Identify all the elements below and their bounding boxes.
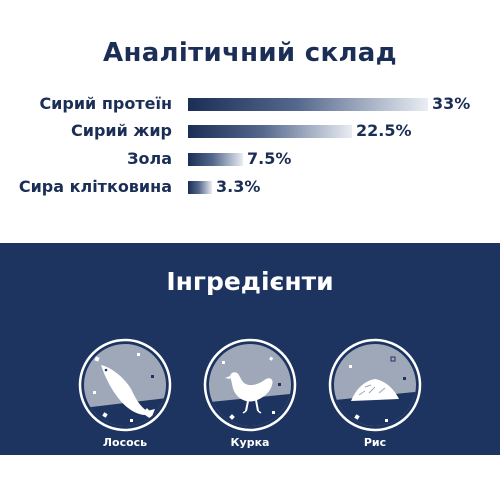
salmon-icon [78,338,172,432]
bar-fill [188,181,212,194]
rice-icon [328,338,422,432]
row-label: Зола [127,149,172,168]
analysis-title: Аналітичний склад [103,38,397,68]
footer-strip [0,455,500,500]
ingredient-label: Лосось [102,436,148,449]
chicken-icon [203,338,297,432]
bar-track [188,153,428,166]
row-value: 33% [432,94,471,113]
bar-track [188,181,428,194]
ingredient-label: Курка [230,436,270,449]
row-label: Сирий протеїн [39,94,172,113]
row-value: 3.3% [216,177,261,196]
bar-track [188,125,428,138]
ingredient-label: Рис [363,436,387,449]
bar-fill [188,153,243,166]
ingredient-rice: Рис [325,335,425,449]
composition-row-protein: Сирий протеїн 33% [0,92,500,116]
row-value: 7.5% [247,149,292,168]
ingredient-salmon: Лосось [75,335,175,449]
row-label: Сира клітковина [18,177,172,196]
composition-row-fiber: Сира клітковина 3.3% [0,175,500,199]
composition-row-fat: Сирий жир 22.5% [0,119,500,143]
ingredients-title: Інгредієнти [166,267,334,296]
row-label: Сирий жир [71,121,172,140]
row-value: 22.5% [356,121,412,140]
analytical-composition-section: Аналітичний склад Сирий протеїн 33% Сири… [0,0,500,243]
ingredient-chicken: Курка [200,335,300,449]
composition-row-ash: Зола 7.5% [0,147,500,171]
bar-track [188,98,428,111]
ingredients-section: Інгредієнти Лосось [0,243,500,455]
bar-fill [188,98,428,111]
bar-fill [188,125,352,138]
